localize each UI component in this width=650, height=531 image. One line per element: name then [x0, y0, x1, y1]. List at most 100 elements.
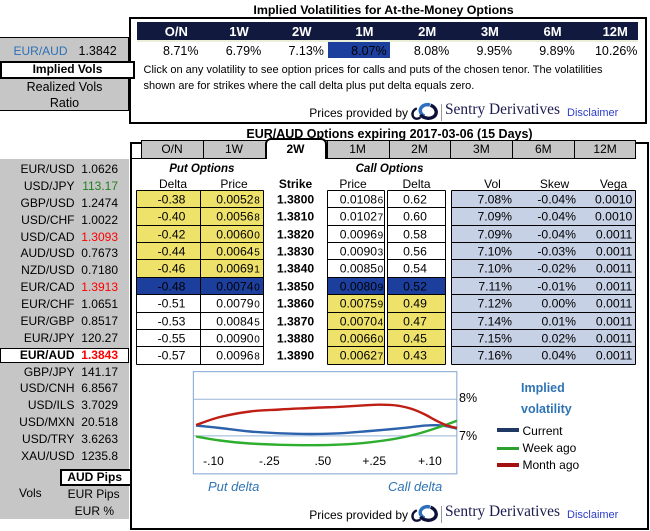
svg-text:0.0108: 0.0108 [340, 193, 377, 207]
svg-text:7: 7 [378, 213, 384, 224]
svg-text:-0.03%: -0.03% [537, 245, 576, 259]
svg-text:1.3820: 1.3820 [277, 228, 314, 242]
svg-text:5: 5 [254, 318, 260, 329]
svg-text:0: 0 [254, 283, 260, 294]
svg-text:7.15%: 7.15% [477, 332, 512, 346]
svg-text:4: 4 [378, 318, 384, 329]
svg-text:0.49: 0.49 [403, 297, 427, 311]
svg-text:6: 6 [378, 196, 384, 207]
svg-text:0.43: 0.43 [403, 349, 427, 363]
svg-text:-0.53: -0.53 [158, 315, 186, 329]
svg-text:-0.38: -0.38 [158, 193, 186, 207]
svg-text:0.0084: 0.0084 [216, 315, 253, 329]
svg-text:0.54: 0.54 [403, 262, 427, 276]
svg-text:0: 0 [254, 231, 260, 242]
svg-text:0.0096: 0.0096 [216, 349, 253, 363]
svg-text:-0.42: -0.42 [158, 228, 186, 242]
svg-text:0: 0 [254, 300, 260, 311]
svg-text:1.3840: 1.3840 [277, 262, 314, 276]
svg-text:0.52: 0.52 [403, 280, 427, 294]
svg-text:7.12%: 7.12% [477, 297, 512, 311]
svg-text:9: 9 [378, 300, 384, 311]
svg-text:0.0096: 0.0096 [340, 228, 377, 242]
svg-text:8: 8 [254, 352, 260, 363]
svg-text:-0.55: -0.55 [158, 332, 186, 346]
svg-text:-0.44: -0.44 [158, 245, 186, 259]
svg-text:1.3860: 1.3860 [277, 297, 314, 311]
svg-text:9: 9 [378, 283, 384, 294]
svg-text:-0.04%: -0.04% [537, 210, 576, 224]
svg-text:9: 9 [378, 231, 384, 242]
svg-text:0.0074: 0.0074 [216, 280, 253, 294]
svg-text:0: 0 [378, 335, 384, 346]
svg-text:0.0085: 0.0085 [340, 262, 377, 276]
svg-text:-0.01%: -0.01% [537, 280, 576, 294]
svg-text:1.3870: 1.3870 [277, 315, 314, 329]
svg-text:0.0069: 0.0069 [216, 262, 253, 276]
svg-text:0.0075: 0.0075 [340, 297, 377, 311]
svg-text:0.0090: 0.0090 [216, 332, 253, 346]
svg-text:7.14%: 7.14% [477, 315, 512, 329]
svg-text:0.45: 0.45 [403, 332, 427, 346]
svg-text:0: 0 [254, 335, 260, 346]
svg-text:1.3890: 1.3890 [277, 349, 314, 363]
svg-text:0.0011: 0.0011 [596, 262, 633, 276]
svg-text:0.0011: 0.0011 [596, 349, 633, 363]
svg-text:0.0070: 0.0070 [340, 315, 377, 329]
svg-text:0: 0 [378, 265, 384, 276]
svg-text:0.0010: 0.0010 [595, 210, 632, 224]
svg-text:0.58: 0.58 [403, 228, 427, 242]
svg-text:0.0102: 0.0102 [340, 210, 377, 224]
svg-text:7.10%: 7.10% [477, 245, 512, 259]
svg-text:7.11%: 7.11% [478, 280, 512, 294]
svg-text:0.0090: 0.0090 [340, 245, 377, 259]
svg-text:0.60: 0.60 [403, 210, 427, 224]
svg-text:0.00%: 0.00% [541, 297, 576, 311]
svg-text:1.3810: 1.3810 [277, 210, 314, 224]
svg-text:0.0052: 0.0052 [216, 193, 253, 207]
svg-text:0.01%: 0.01% [541, 315, 576, 329]
svg-text:7.09%: 7.09% [477, 228, 512, 242]
svg-text:0.0011: 0.0011 [596, 297, 633, 311]
svg-text:-0.40: -0.40 [158, 210, 186, 224]
svg-text:0.47: 0.47 [403, 315, 427, 329]
svg-text:1.3880: 1.3880 [277, 332, 314, 346]
svg-text:0.62: 0.62 [403, 193, 427, 207]
svg-text:0.0011: 0.0011 [596, 245, 633, 259]
svg-text:0.02%: 0.02% [541, 332, 576, 346]
svg-text:1: 1 [254, 265, 260, 276]
svg-text:-0.57: -0.57 [158, 349, 186, 363]
svg-text:8: 8 [254, 213, 260, 224]
svg-text:1.3830: 1.3830 [277, 245, 314, 259]
svg-text:7.16%: 7.16% [477, 349, 512, 363]
svg-text:3: 3 [378, 248, 384, 259]
svg-text:-0.48: -0.48 [158, 280, 186, 294]
svg-text:0.0064: 0.0064 [216, 245, 253, 259]
svg-text:5: 5 [254, 248, 260, 259]
svg-text:-0.02%: -0.02% [537, 262, 576, 276]
svg-text:0.04%: 0.04% [541, 349, 576, 363]
svg-text:8: 8 [254, 196, 260, 207]
svg-text:0.0062: 0.0062 [340, 349, 377, 363]
svg-text:0.0079: 0.0079 [216, 297, 253, 311]
svg-text:7.10%: 7.10% [477, 262, 512, 276]
svg-text:0.0056: 0.0056 [216, 210, 253, 224]
svg-text:-0.04%: -0.04% [537, 193, 576, 207]
svg-text:-0.51: -0.51 [158, 297, 186, 311]
svg-text:0.56: 0.56 [403, 245, 427, 259]
svg-text:0.0060: 0.0060 [216, 228, 253, 242]
svg-text:1.3850: 1.3850 [277, 280, 314, 294]
svg-text:0.0080: 0.0080 [340, 280, 377, 294]
svg-text:0.0010: 0.0010 [595, 193, 632, 207]
svg-text:0.0011: 0.0011 [596, 280, 633, 294]
svg-text:0.0011: 0.0011 [596, 228, 633, 242]
svg-text:7.08%: 7.08% [477, 193, 512, 207]
svg-text:0.0066: 0.0066 [340, 332, 377, 346]
svg-text:0.0011: 0.0011 [596, 315, 633, 329]
svg-text:1.3800: 1.3800 [277, 193, 314, 207]
svg-text:-0.46: -0.46 [158, 262, 186, 276]
svg-text:-0.04%: -0.04% [537, 228, 576, 242]
svg-text:0.0011: 0.0011 [596, 332, 633, 346]
svg-text:7.09%: 7.09% [477, 210, 512, 224]
svg-text:7: 7 [378, 352, 384, 363]
